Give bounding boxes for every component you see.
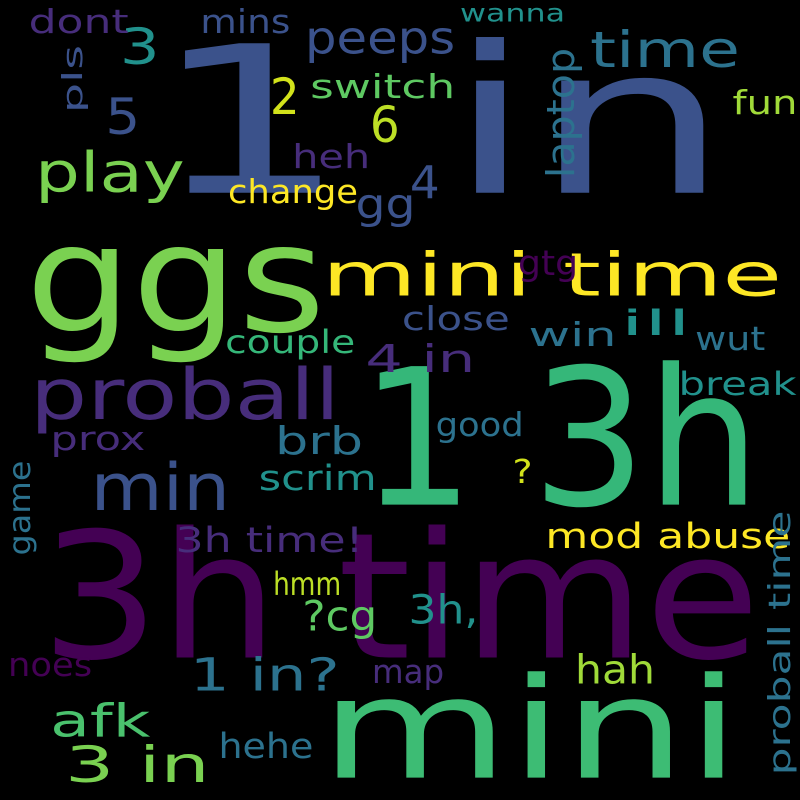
word-brb-36: brb — [275, 418, 364, 464]
word-1-in-47: 1 in? — [189, 647, 340, 701]
word-time-8: time — [589, 20, 740, 79]
word-3h-time-41: 3h time! — [174, 518, 363, 560]
word-laptop-24: laptop — [538, 47, 584, 179]
word-couple-31: couple — [225, 323, 356, 361]
word-win-28: win — [527, 315, 616, 354]
word-wut-30: wut — [695, 319, 766, 358]
word-2-12: 2 — [269, 67, 300, 126]
word-cg-44: ?cg — [301, 591, 377, 641]
word-break-33: break — [678, 365, 797, 403]
word-hehe-52: hehe — [217, 724, 313, 766]
word-proball-time-42: proball time — [762, 510, 798, 775]
word-gtg-26: gtg — [518, 241, 579, 283]
word-3-in-51: 3 in — [64, 735, 210, 794]
word-min-7: min — [89, 449, 230, 526]
word-fun-25: fun — [731, 83, 797, 122]
word-pls-23: pls — [55, 44, 89, 114]
word-proball-6: proball — [29, 353, 340, 436]
word-good-34: good — [435, 405, 524, 444]
word-symbol-38: ? — [512, 452, 533, 491]
word-prox-35: prox — [49, 419, 145, 458]
word-3h-45: 3h, — [407, 586, 478, 634]
word-wanna-22: wanna — [460, 0, 566, 27]
word-5-13: 5 — [104, 87, 140, 146]
word-switch-19: switch — [310, 67, 456, 106]
word-noes-49: noes — [8, 645, 93, 684]
word-gg-17: gg — [354, 179, 415, 229]
word-ill-29: ill — [620, 301, 691, 343]
word-1-3h-2: 1 3h — [359, 327, 761, 551]
word-mod-abuse-40: mod abuse — [544, 514, 790, 556]
word-6-14: 6 — [369, 95, 400, 154]
word-dont-20: dont — [28, 2, 129, 41]
word-map-50: map — [372, 652, 445, 691]
word-peeps-9: peeps — [305, 10, 456, 64]
word-ggs-1: ggs — [24, 191, 326, 367]
word-heh-16: heh — [292, 137, 371, 176]
word-hmm-43: hmm — [273, 565, 342, 603]
word-play-10: play — [34, 140, 185, 205]
word-1-in-0: 1 in — [150, 1, 730, 242]
word-change-18: change — [228, 172, 359, 211]
word-afk-46: afk — [50, 693, 151, 747]
word-3-11: 3 — [119, 17, 160, 76]
word-3h-time-3: 3h time — [40, 494, 760, 699]
word-4-in-32: 4 in — [364, 336, 475, 382]
word-4-15: 4 — [409, 155, 440, 209]
word-close-27: close — [401, 299, 510, 338]
word-game-39: game — [2, 460, 38, 555]
word-hah-48: hah — [575, 646, 656, 694]
word-mini-time-4: mini time — [322, 239, 783, 310]
word-scrim-37: scrim — [258, 456, 377, 498]
word-mins-21: mins — [199, 2, 290, 41]
word-mini-5: mini — [319, 647, 741, 800]
